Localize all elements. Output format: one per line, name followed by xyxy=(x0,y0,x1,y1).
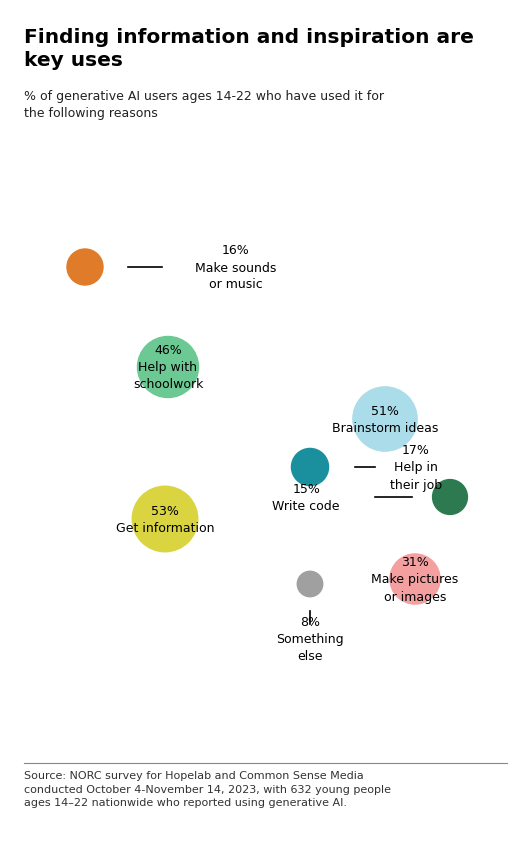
Text: % of generative AI users ages 14-22 who have used it for
the following reasons: % of generative AI users ages 14-22 who … xyxy=(24,90,384,119)
Text: 8%
Something
else: 8% Something else xyxy=(276,616,344,663)
Circle shape xyxy=(67,250,103,286)
Text: 17%
Help in
their job: 17% Help in their job xyxy=(390,444,442,491)
Text: 51%
Brainstorm ideas: 51% Brainstorm ideas xyxy=(332,404,438,434)
Text: 46%
Help with
schoolwork: 46% Help with schoolwork xyxy=(133,344,203,391)
Text: Source: NORC survey for Hopelab and Common Sense Media
conducted October 4-Novem: Source: NORC survey for Hopelab and Comm… xyxy=(24,770,391,808)
Circle shape xyxy=(138,337,199,398)
Text: 16%
Make sounds
or music: 16% Make sounds or music xyxy=(195,244,276,291)
Circle shape xyxy=(433,480,467,515)
Text: 53%
Get information: 53% Get information xyxy=(116,504,214,534)
Circle shape xyxy=(292,449,329,486)
Text: Finding information and inspiration are
key uses: Finding information and inspiration are … xyxy=(24,28,474,70)
Circle shape xyxy=(390,554,440,604)
Circle shape xyxy=(297,572,323,597)
Text: 31%
Make pictures
or images: 31% Make pictures or images xyxy=(371,556,459,603)
Circle shape xyxy=(132,487,198,552)
Text: 15%
Write code: 15% Write code xyxy=(272,483,340,513)
Circle shape xyxy=(353,387,417,451)
